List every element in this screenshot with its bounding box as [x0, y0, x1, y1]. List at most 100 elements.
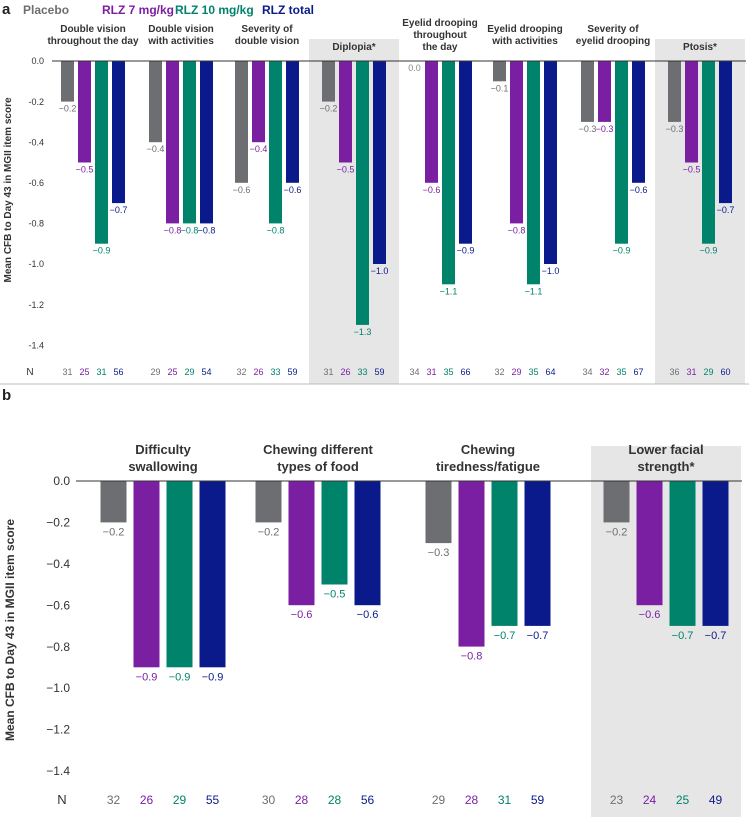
data-label: −0.1 — [491, 83, 509, 93]
bar — [425, 61, 438, 183]
bar — [510, 61, 523, 224]
n-value: 60 — [720, 367, 730, 377]
legend-item: RLZ 7 mg/kg — [102, 3, 174, 17]
data-label: −0.9 — [136, 671, 158, 683]
y-tick-label: -1.0 — [28, 259, 44, 269]
data-label: −0.7 — [672, 630, 694, 642]
n-value: 31 — [426, 367, 436, 377]
bar — [598, 61, 611, 122]
data-label: −1.0 — [371, 266, 389, 276]
n-value: 32 — [236, 367, 246, 377]
group-title: the day — [422, 42, 457, 53]
n-value: 54 — [201, 367, 211, 377]
n-value: 29 — [173, 793, 187, 807]
bar — [527, 61, 540, 285]
group-title: Severity of — [241, 24, 293, 35]
n-value: 49 — [709, 793, 723, 807]
y-tick-label: −1.0 — [46, 681, 70, 695]
n-value: 28 — [465, 793, 479, 807]
data-label: −0.9 — [202, 671, 224, 683]
bar — [288, 481, 315, 606]
data-label: −0.8 — [267, 225, 285, 235]
n-value: 29 — [150, 367, 160, 377]
bar — [373, 61, 386, 264]
group-title: throughout — [413, 30, 467, 41]
data-label: −0.3 — [579, 124, 597, 134]
bar — [632, 61, 645, 183]
n-value: 25 — [79, 367, 89, 377]
y-tick-label: -1.4 — [28, 340, 44, 350]
bar — [322, 61, 335, 102]
n-value: 32 — [494, 367, 504, 377]
bar — [286, 61, 299, 183]
y-tick-label: -0.6 — [28, 178, 44, 188]
data-label: −0.3 — [666, 124, 684, 134]
bar — [166, 481, 193, 668]
group-title: Diplopia* — [332, 42, 375, 53]
group-title: with activities — [147, 36, 214, 47]
bar — [255, 481, 282, 523]
n-row-label: N — [57, 792, 66, 807]
bar — [252, 61, 265, 143]
n-value: 25 — [167, 367, 177, 377]
n-value: 35 — [528, 367, 538, 377]
bar — [544, 61, 557, 264]
data-label: −0.7 — [717, 205, 735, 215]
n-value: 28 — [328, 793, 342, 807]
bar — [61, 61, 74, 102]
bar — [183, 61, 196, 224]
n-value: 34 — [582, 367, 592, 377]
bar — [493, 61, 506, 82]
group-title: Ptosis* — [683, 42, 717, 53]
n-value: 35 — [616, 367, 626, 377]
y-tick-label: 0.0 — [31, 56, 44, 66]
n-value: 26 — [253, 367, 263, 377]
data-label: −0.5 — [76, 165, 94, 175]
data-label: −1.1 — [440, 286, 458, 296]
panel-label: a — [2, 1, 11, 18]
group-title: Eyelid drooping — [402, 18, 478, 29]
group-title: with activities — [491, 36, 558, 47]
y-tick-label: -0.2 — [28, 97, 44, 107]
group-title: Difficulty — [135, 442, 191, 457]
data-label: −0.9 — [169, 671, 191, 683]
data-label: −0.2 — [606, 526, 628, 538]
bar — [356, 61, 369, 325]
data-label: −0.4 — [147, 144, 165, 154]
n-value: 59 — [531, 793, 545, 807]
bar — [702, 61, 715, 244]
bar — [615, 61, 628, 244]
n-value: 56 — [113, 367, 123, 377]
n-value: 31 — [686, 367, 696, 377]
n-value: 28 — [295, 793, 309, 807]
n-value: 29 — [511, 367, 521, 377]
data-label: −0.6 — [291, 609, 313, 621]
group-title: Double vision — [60, 24, 126, 35]
bar — [166, 61, 179, 224]
bar — [669, 481, 696, 626]
n-value: 24 — [643, 793, 657, 807]
data-label: −0.5 — [324, 589, 346, 601]
group-title: throughout the day — [47, 36, 139, 47]
bar — [354, 481, 381, 606]
group-title: types of food — [277, 459, 359, 474]
y-tick-label: -0.4 — [28, 137, 44, 147]
bar — [339, 61, 352, 163]
data-label: −0.7 — [494, 630, 516, 642]
group-title: Chewing different — [263, 442, 373, 457]
group-title: double vision — [235, 36, 299, 47]
bar — [636, 481, 663, 606]
y-tick-label: −0.6 — [46, 598, 70, 612]
data-label: −0.7 — [110, 205, 128, 215]
n-value: 66 — [460, 367, 470, 377]
group-title: swallowing — [128, 459, 197, 474]
data-label: −0.6 — [639, 609, 661, 621]
n-value: 31 — [96, 367, 106, 377]
n-value: 33 — [270, 367, 280, 377]
y-tick-label: −0.8 — [46, 640, 70, 654]
n-value: 25 — [676, 793, 690, 807]
bar — [685, 61, 698, 163]
legend-item: Placebo — [23, 3, 69, 17]
group-title: tiredness/fatigue — [436, 459, 540, 474]
